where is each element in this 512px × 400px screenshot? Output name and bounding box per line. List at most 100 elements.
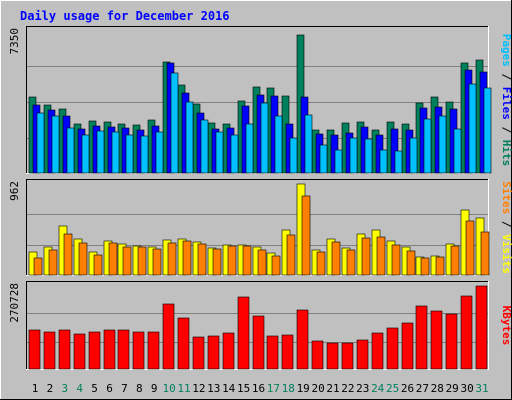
x-tick-label-day-3: 3 (61, 382, 68, 395)
bar-pages-day-6 (111, 131, 120, 174)
bar-pages-day-16 (260, 102, 269, 174)
legend-hits: Hits (500, 140, 512, 167)
bar-pages-day-29 (453, 128, 462, 174)
bar-sites-day-24 (376, 236, 386, 276)
bar-kbytes-day-7 (117, 329, 130, 370)
bar-sites-day-19 (301, 195, 311, 276)
bar-kbytes-day-17 (266, 335, 279, 370)
bar-sites-day-22 (346, 249, 356, 276)
bar-kbytes-day-2 (43, 331, 56, 370)
bar-pages-day-24 (379, 149, 388, 174)
bar-kbytes-day-25 (386, 327, 399, 370)
bar-kbytes-day-10 (162, 303, 175, 370)
bar-kbytes-day-20 (311, 340, 324, 370)
x-tick-label-day-24: 24 (371, 382, 385, 395)
bar-kbytes-day-1 (28, 329, 41, 370)
bar-pages-day-27 (423, 118, 432, 174)
x-tick-label-day-12: 12 (192, 382, 205, 395)
x-tick-label-day-30: 30 (460, 382, 473, 395)
bar-kbytes-day-11 (177, 317, 190, 370)
bar-pages-day-13 (215, 131, 224, 174)
bar-sites-day-5 (93, 254, 103, 276)
bar-kbytes-day-9 (147, 331, 160, 370)
bar-kbytes-day-31 (475, 285, 488, 370)
right-legend-bottom: KBytes (500, 306, 512, 346)
bar-pages-day-10 (170, 72, 179, 174)
x-tick-label-day-31: 31 (475, 382, 488, 395)
x-tick-label-day-6: 6 (106, 382, 113, 395)
legend-kbytes: KBytes (500, 306, 512, 346)
bar-pages-day-8 (140, 135, 149, 174)
bar-pages-day-31 (483, 87, 492, 174)
chart-title: Daily usage for December 2016 (20, 9, 230, 23)
panel-bottom: 270728 KBytes (8, 281, 512, 370)
x-tick-label-day-7: 7 (121, 382, 128, 395)
bar-kbytes-day-3 (58, 329, 71, 370)
bar-pages-day-17 (274, 115, 283, 174)
bar-pages-day-22 (349, 137, 358, 174)
bar-kbytes-day-28 (430, 310, 443, 370)
x-tick-label-day-20: 20 (311, 382, 324, 395)
x-tick-label-day-4: 4 (76, 382, 83, 395)
bar-sites-day-15 (242, 245, 252, 276)
x-tick-label-day-14: 14 (222, 382, 236, 395)
bar-sites-day-16 (257, 249, 267, 276)
bar-sites-day-14 (227, 245, 237, 276)
y-max-label: 270728 (8, 283, 21, 323)
x-tick-label-day-15: 15 (237, 382, 250, 395)
bar-pages-day-20 (319, 144, 328, 174)
bar-kbytes-day-27 (415, 305, 428, 370)
bar-sites-day-26 (406, 250, 416, 276)
bar-kbytes-day-12 (192, 336, 205, 370)
bar-pages-day-19 (304, 114, 313, 174)
bar-kbytes-day-30 (460, 295, 473, 370)
bar-sites-day-20 (316, 251, 326, 276)
right-legend-top: Pages / Files / Hits (500, 34, 512, 167)
bar-sites-day-9 (152, 248, 162, 276)
x-tick-label-day-11: 11 (177, 382, 190, 395)
bar-sites-day-1 (33, 257, 43, 276)
x-tick-label-day-27: 27 (416, 382, 429, 395)
bar-sites-day-25 (391, 244, 401, 276)
x-tick-label-day-10: 10 (162, 382, 175, 395)
bar-sites-day-21 (331, 241, 341, 276)
x-tick-label-day-21: 21 (326, 382, 339, 395)
x-tick-label-day-26: 26 (401, 382, 414, 395)
bar-sites-day-23 (361, 237, 371, 276)
x-tick-label-day-5: 5 (91, 382, 98, 395)
bar-kbytes-day-24 (371, 332, 384, 370)
x-tick-label-day-23: 23 (356, 382, 369, 395)
bar-kbytes-day-26 (401, 322, 414, 370)
bar-pages-day-3 (66, 127, 75, 174)
bar-sites-day-6 (108, 242, 118, 276)
bar-kbytes-day-8 (132, 331, 145, 370)
bar-pages-day-30 (468, 83, 477, 174)
y-max-label: 962 (8, 181, 21, 201)
x-tick-label-day-8: 8 (136, 382, 143, 395)
bar-sites-day-8 (137, 246, 147, 276)
bar-pages-day-11 (185, 101, 194, 174)
right-legend-middle: Sites / Visits (500, 181, 512, 274)
bar-kbytes-day-19 (296, 309, 309, 370)
bar-pages-day-1 (36, 112, 45, 174)
x-tick-label-day-17: 17 (267, 382, 280, 395)
bar-kbytes-day-16 (252, 315, 265, 370)
bar-kbytes-day-4 (73, 333, 86, 370)
bar-sites-day-7 (122, 246, 132, 276)
x-tick-label-day-9: 9 (151, 382, 158, 395)
bar-kbytes-day-21 (326, 342, 339, 370)
bar-kbytes-day-6 (103, 329, 116, 370)
bar-pages-day-7 (125, 134, 134, 174)
x-tick-label-day-16: 16 (252, 382, 265, 395)
x-tick-label-day-18: 18 (282, 382, 295, 395)
bar-pages-day-4 (81, 134, 90, 174)
bar-pages-day-23 (364, 138, 373, 174)
bar-pages-day-18 (289, 137, 298, 174)
legend-visits: Visits (500, 234, 512, 274)
bar-sites-day-4 (78, 242, 88, 276)
bar-kbytes-day-5 (88, 331, 101, 370)
panel-top: 7350 Pages / Files / Hits (8, 26, 512, 174)
bar-sites-day-11 (182, 240, 192, 276)
x-tick-label-day-2: 2 (47, 382, 54, 395)
